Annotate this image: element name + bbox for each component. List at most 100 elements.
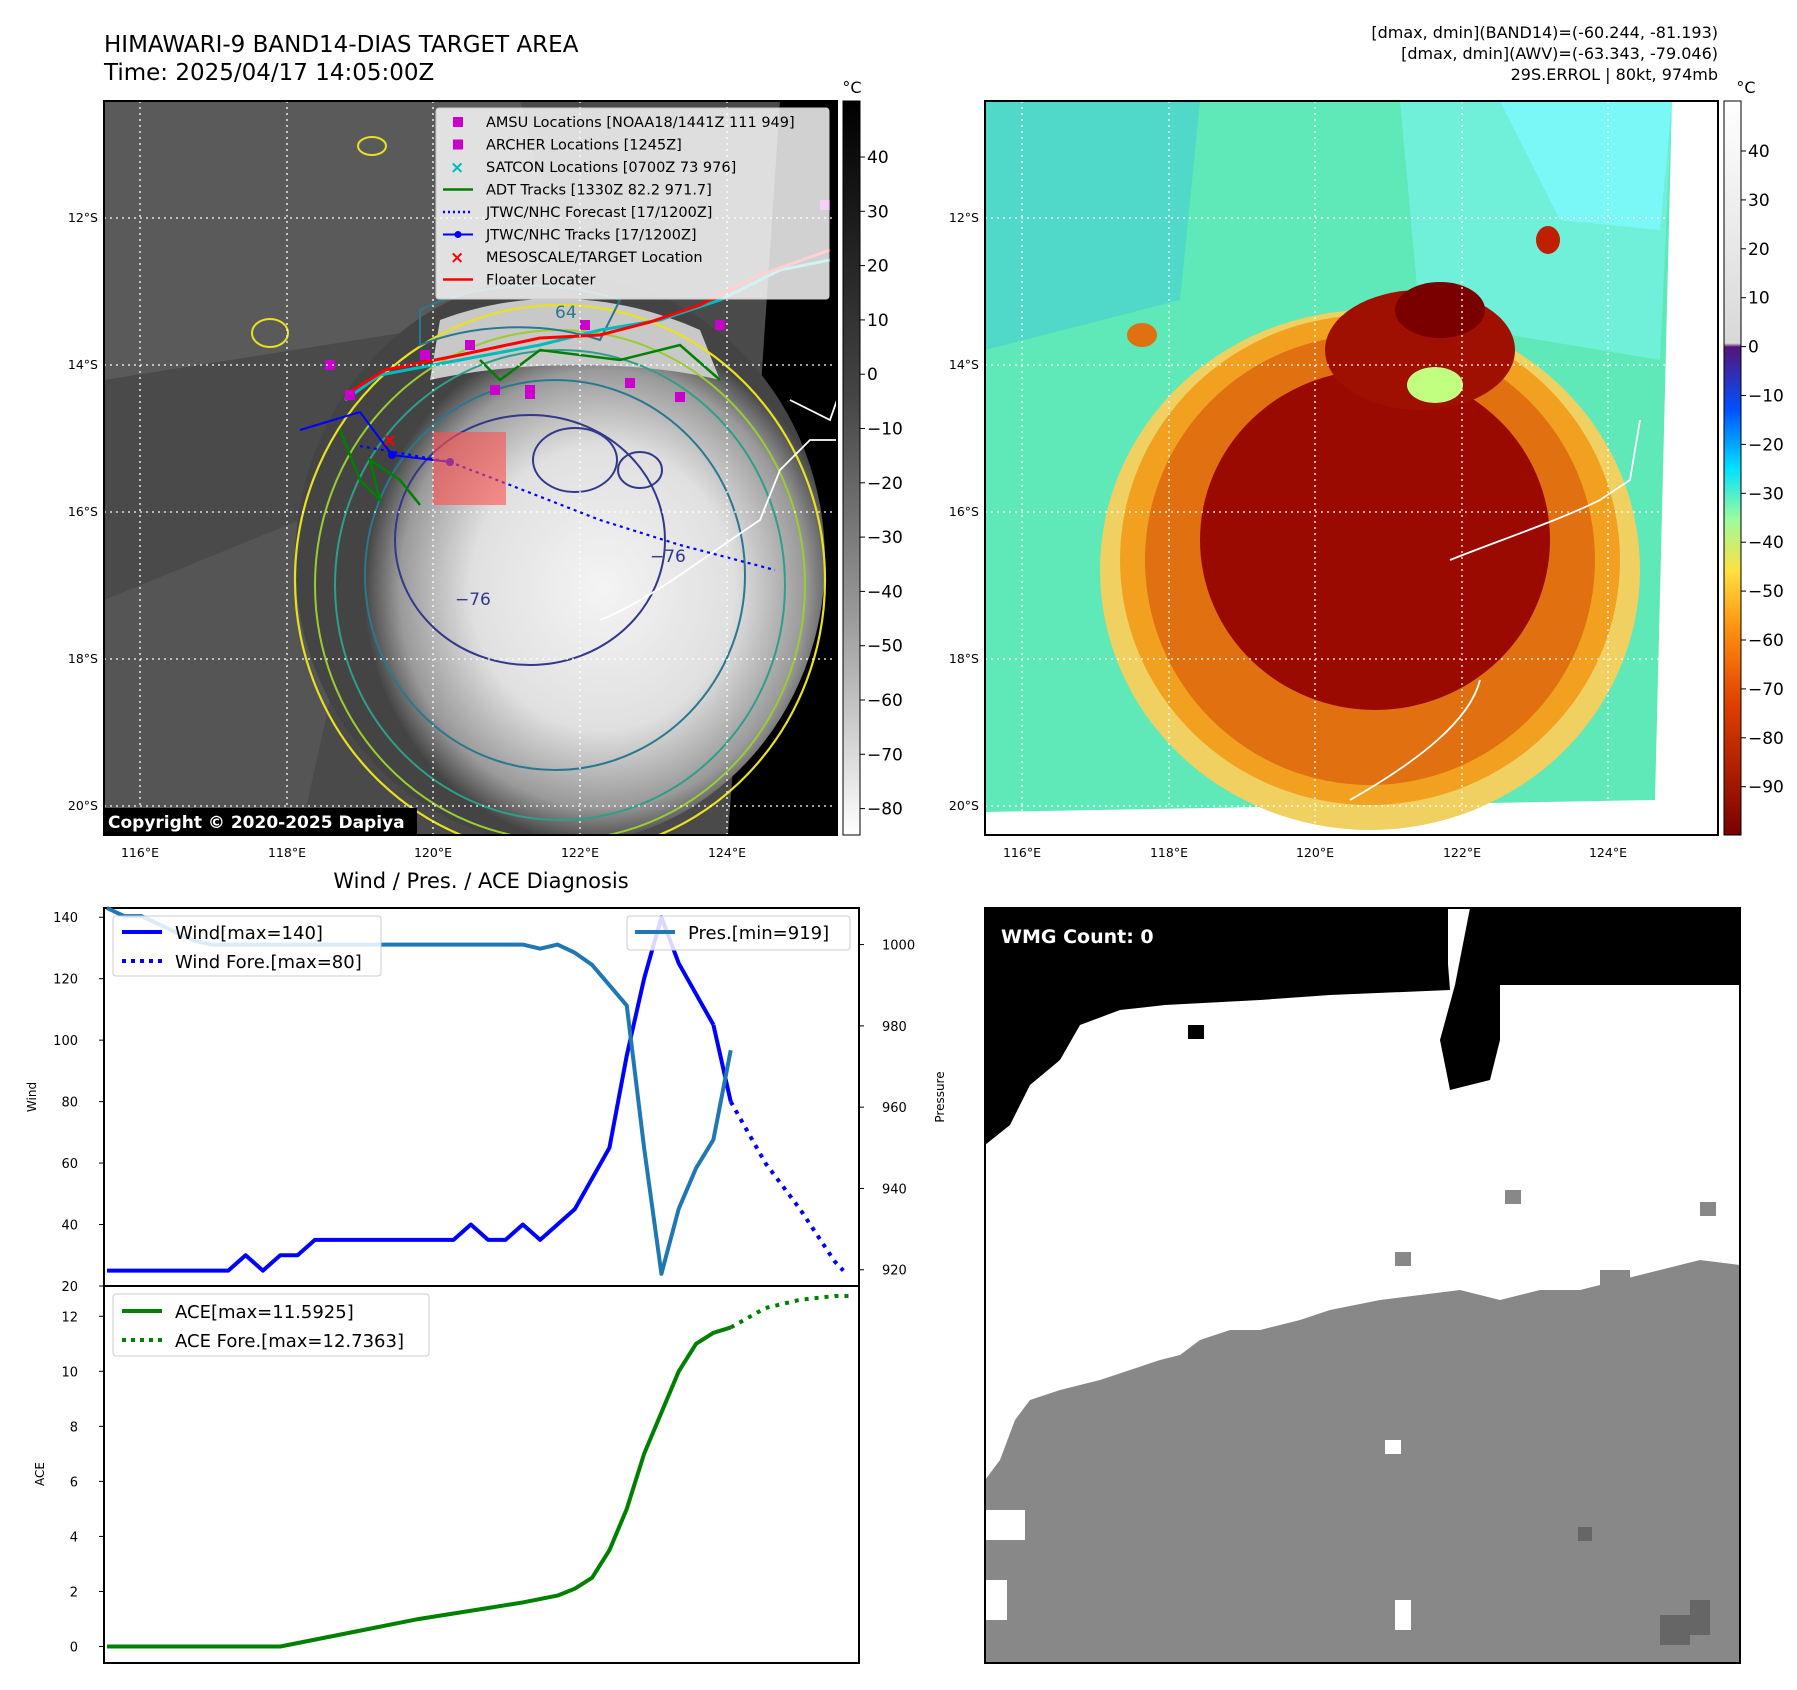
mesoscale-target-box	[433, 432, 506, 505]
map-legend-label: AMSU Locations [NOAA18/1441Z 111 949]	[486, 115, 795, 131]
contour-label-64: 64	[555, 303, 577, 323]
series-line	[107, 915, 716, 1273]
time-title: Time: 2025/04/17 14:05:00Z	[103, 60, 434, 86]
diagnosis-title: Wind / Pres. / ACE Diagnosis	[333, 869, 628, 893]
colorbar-right-tick-label: −90	[1748, 778, 1784, 798]
map-legend-row: ARCHER Locations [1245Z]	[453, 138, 682, 154]
ace-ytick-label: 12	[61, 1310, 78, 1325]
awv-map-panel	[985, 101, 1718, 835]
colorbar-left-tick-label: −10	[867, 420, 903, 440]
pressure-ytick-label: 920	[882, 1264, 907, 1279]
lon-tick-label: 116°E	[1003, 845, 1041, 860]
colorbar-left-tick-label: −60	[867, 691, 903, 711]
ace-ytick-label: 2	[70, 1585, 78, 1600]
lat-tick-label: 14°S	[68, 357, 98, 372]
lat-tick-label: 18°S	[68, 651, 98, 666]
ace-ylabel: ACE	[33, 1462, 47, 1486]
lat-tick-label: 16°S	[68, 504, 98, 519]
colorbar-right-tick-label: −80	[1748, 729, 1784, 749]
colorbar-right-tick-label: −30	[1748, 484, 1784, 504]
colorbar-right-tick-label: 30	[1748, 191, 1770, 211]
colorbar-right-unit: °C	[1736, 78, 1755, 97]
pressure-ytick-label: 940	[882, 1182, 907, 1197]
legend-square-marker	[453, 139, 463, 150]
info-band14: [dmax, dmin](BAND14)=(-60.244, -81.193)	[1371, 23, 1718, 42]
lon-tick-label: 116°E	[121, 845, 159, 860]
colorbar-right-tick-label: −40	[1748, 533, 1784, 553]
colorbar-left-tick-label: 10	[867, 311, 889, 331]
map-legend-label: JTWC/NHC Tracks [17/1200Z]	[485, 228, 697, 244]
lon-tick-label: 124°E	[708, 845, 746, 860]
colorbar-left-tick-label: −50	[867, 637, 903, 657]
wind-ytick-label: 120	[53, 973, 78, 988]
colorbar-right-tick-label: −70	[1748, 680, 1784, 700]
wind-ytick-label: 60	[61, 1157, 78, 1172]
colorbar-left-tick-label: −80	[867, 800, 903, 820]
contour-label-76a: −76	[650, 547, 686, 567]
svg-text:×: ×	[382, 430, 397, 451]
wind-ytick-label: 20	[61, 1280, 78, 1295]
wind-ytick-label: 80	[61, 1096, 78, 1111]
legend-x-marker: ×	[450, 158, 464, 178]
colorbar-right-tick-label: −20	[1748, 435, 1784, 455]
copyright-text: Copyright © 2020-2025 Dapiya	[108, 813, 405, 833]
contour-label-76b: −76	[455, 590, 491, 610]
colorbar-left-unit: °C	[842, 78, 861, 97]
lat-tick-label: 18°S	[949, 651, 979, 666]
colorbar-left-tick-label: −70	[867, 745, 903, 765]
map-legend-label: SATCON Locations [0700Z 73 976]	[486, 160, 736, 176]
map-legend-label: ADT Tracks [1330Z 82.2 971.7]	[486, 183, 712, 199]
map-legend-label: JTWC/NHC Forecast [17/1200Z]	[485, 205, 712, 221]
lon-tick-label: 124°E	[1589, 845, 1627, 860]
map-legend-row: JTWC/NHC Tracks [17/1200Z]	[443, 228, 697, 244]
colorbar-right	[1723, 100, 1742, 836]
map-legend-label: Floater Locater	[486, 273, 595, 289]
colorbar-left-tick-label: 20	[867, 257, 889, 277]
info-storm: 29S.ERROL | 80kt, 974mb	[1511, 65, 1718, 84]
colorbar-left-tick-label: −30	[867, 528, 903, 548]
legend-wind-forecast: Wind Fore.[max=80]	[175, 952, 362, 973]
colorbar-left-tick-label: −40	[867, 582, 903, 602]
pressure-ytick-label: 1000	[882, 939, 915, 954]
lat-tick-label: 16°S	[949, 504, 979, 519]
series-line	[107, 1325, 732, 1649]
pressure-legend: Pres.[min=919]	[626, 915, 851, 951]
colorbar-right-tick-label: 40	[1748, 142, 1770, 162]
colorbar-left-tick-label: 30	[867, 202, 889, 222]
pressure-ytick-label: 960	[882, 1101, 907, 1116]
lat-tick-label: 14°S	[949, 357, 979, 372]
pressure-ytick-label: 980	[882, 1020, 907, 1035]
lon-tick-label: 122°E	[1443, 845, 1481, 860]
ace-ytick-label: 8	[70, 1420, 78, 1435]
wmg-count-label: WMG Count: 0	[1001, 926, 1154, 948]
lon-tick-label: 120°E	[414, 845, 452, 860]
map-legend-label: ARCHER Locations [1245Z]	[486, 138, 682, 154]
colorbar-left-tick-label: −20	[867, 474, 903, 494]
legend-x-marker: ×	[450, 248, 464, 268]
wind-ytick-label: 100	[53, 1034, 78, 1049]
lon-tick-label: 120°E	[1296, 845, 1334, 860]
legend-dot-marker	[454, 231, 462, 238]
lat-tick-label: 12°S	[68, 210, 98, 225]
map-legend-row: × SATCON Locations [0700Z 73 976]	[450, 158, 736, 178]
wind-ylabel: Wind	[25, 1082, 39, 1112]
lon-tick-label: 118°E	[1150, 845, 1188, 860]
legend-ace: ACE[max=11.5925]	[175, 1302, 354, 1323]
colorbar-right-tick-label: −10	[1748, 387, 1784, 407]
legend-wind: Wind[max=140]	[175, 923, 323, 944]
lon-tick-label: 118°E	[268, 845, 306, 860]
wind-ytick-label: 40	[61, 1219, 78, 1234]
lat-tick-label: 20°S	[68, 798, 98, 813]
series-line	[711, 1024, 733, 1103]
info-awv: [dmax, dmin](AWV)=(-63.343, -79.046)	[1401, 44, 1718, 63]
colorbar-left	[842, 100, 861, 836]
awv-map-grid	[985, 101, 1718, 835]
lat-tick-label: 20°S	[949, 798, 979, 813]
map-legend-row: ADT Tracks [1330Z 82.2 971.7]	[443, 183, 712, 199]
colorbar-right-tick-label: 10	[1748, 289, 1770, 309]
map-legend-row: AMSU Locations [NOAA18/1441Z 111 949]	[453, 115, 795, 131]
colorbar-left-tick-label: 40	[867, 148, 889, 168]
ace-ytick-label: 4	[70, 1530, 78, 1545]
wind-ytick-label: 140	[53, 911, 78, 926]
